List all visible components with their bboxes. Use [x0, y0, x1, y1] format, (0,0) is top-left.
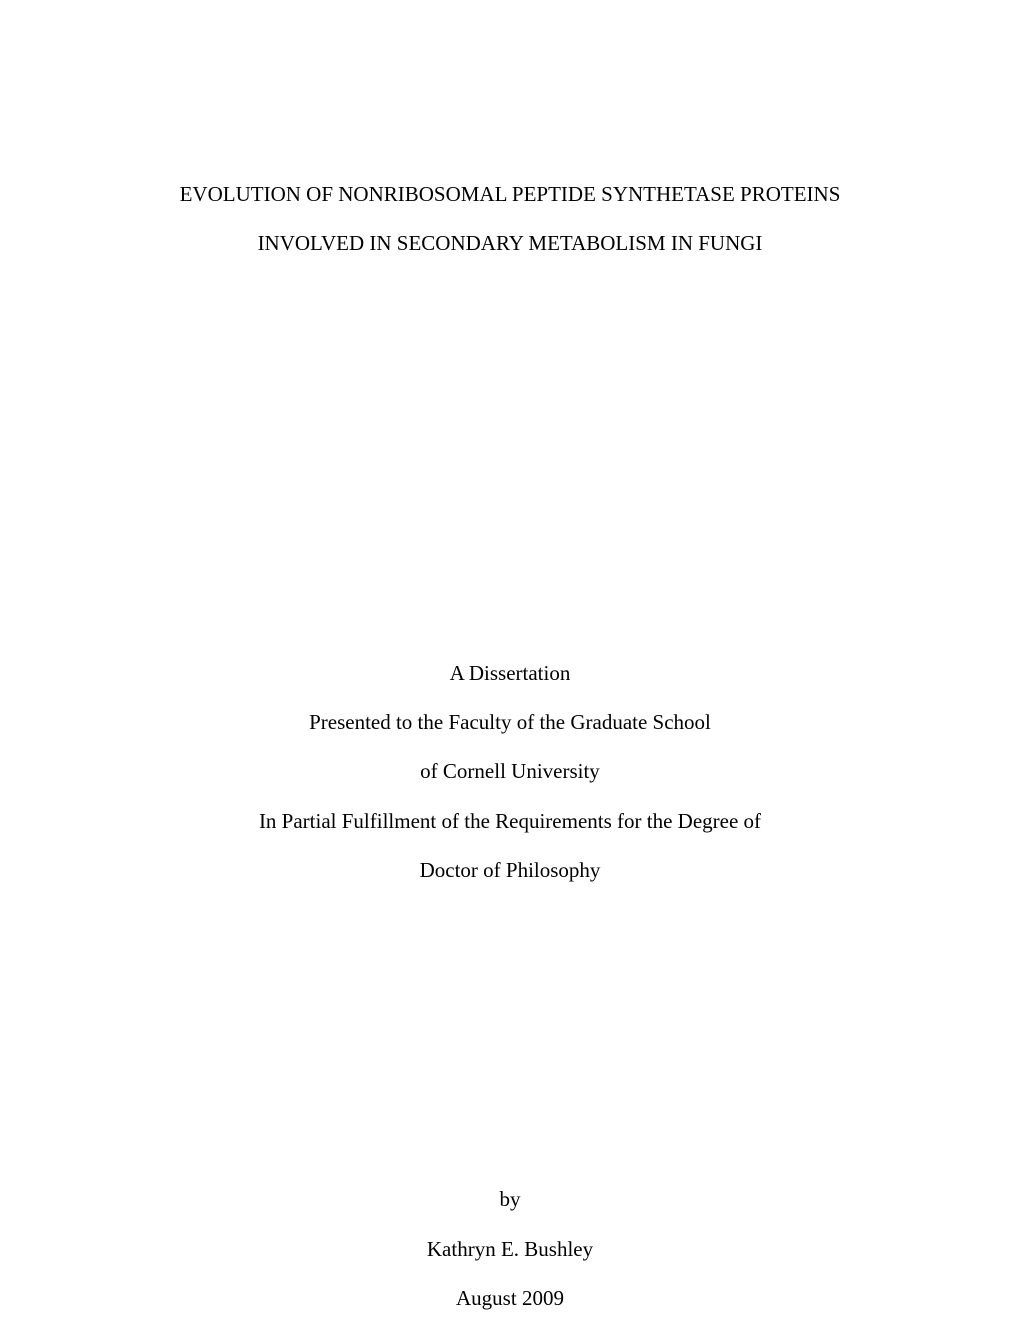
dissertation-title-page: EVOLUTION OF NONRIBOSOMAL PEPTIDE SYNTHE…	[0, 0, 1020, 1320]
dissertation-line-1: A Dissertation	[259, 649, 761, 698]
title-line-1: EVOLUTION OF NONRIBOSOMAL PEPTIDE SYNTHE…	[180, 170, 841, 219]
dissertation-line-3: of Cornell University	[259, 747, 761, 796]
title-line-2: INVOLVED IN SECONDARY METABOLISM IN FUNG…	[180, 219, 841, 268]
title-block: EVOLUTION OF NONRIBOSOMAL PEPTIDE SYNTHE…	[180, 170, 841, 269]
author-name: Kathryn E. Bushley	[427, 1225, 593, 1274]
dissertation-line-4: In Partial Fulfillment of the Requiremen…	[259, 797, 761, 846]
dissertation-line-2: Presented to the Faculty of the Graduate…	[259, 698, 761, 747]
dissertation-line-5: Doctor of Philosophy	[259, 846, 761, 895]
by-label: by	[427, 1175, 593, 1224]
dissertation-block: A Dissertation Presented to the Faculty …	[259, 649, 761, 896]
author-block: by Kathryn E. Bushley August 2009	[427, 1175, 593, 1323]
dissertation-date: August 2009	[427, 1274, 593, 1323]
